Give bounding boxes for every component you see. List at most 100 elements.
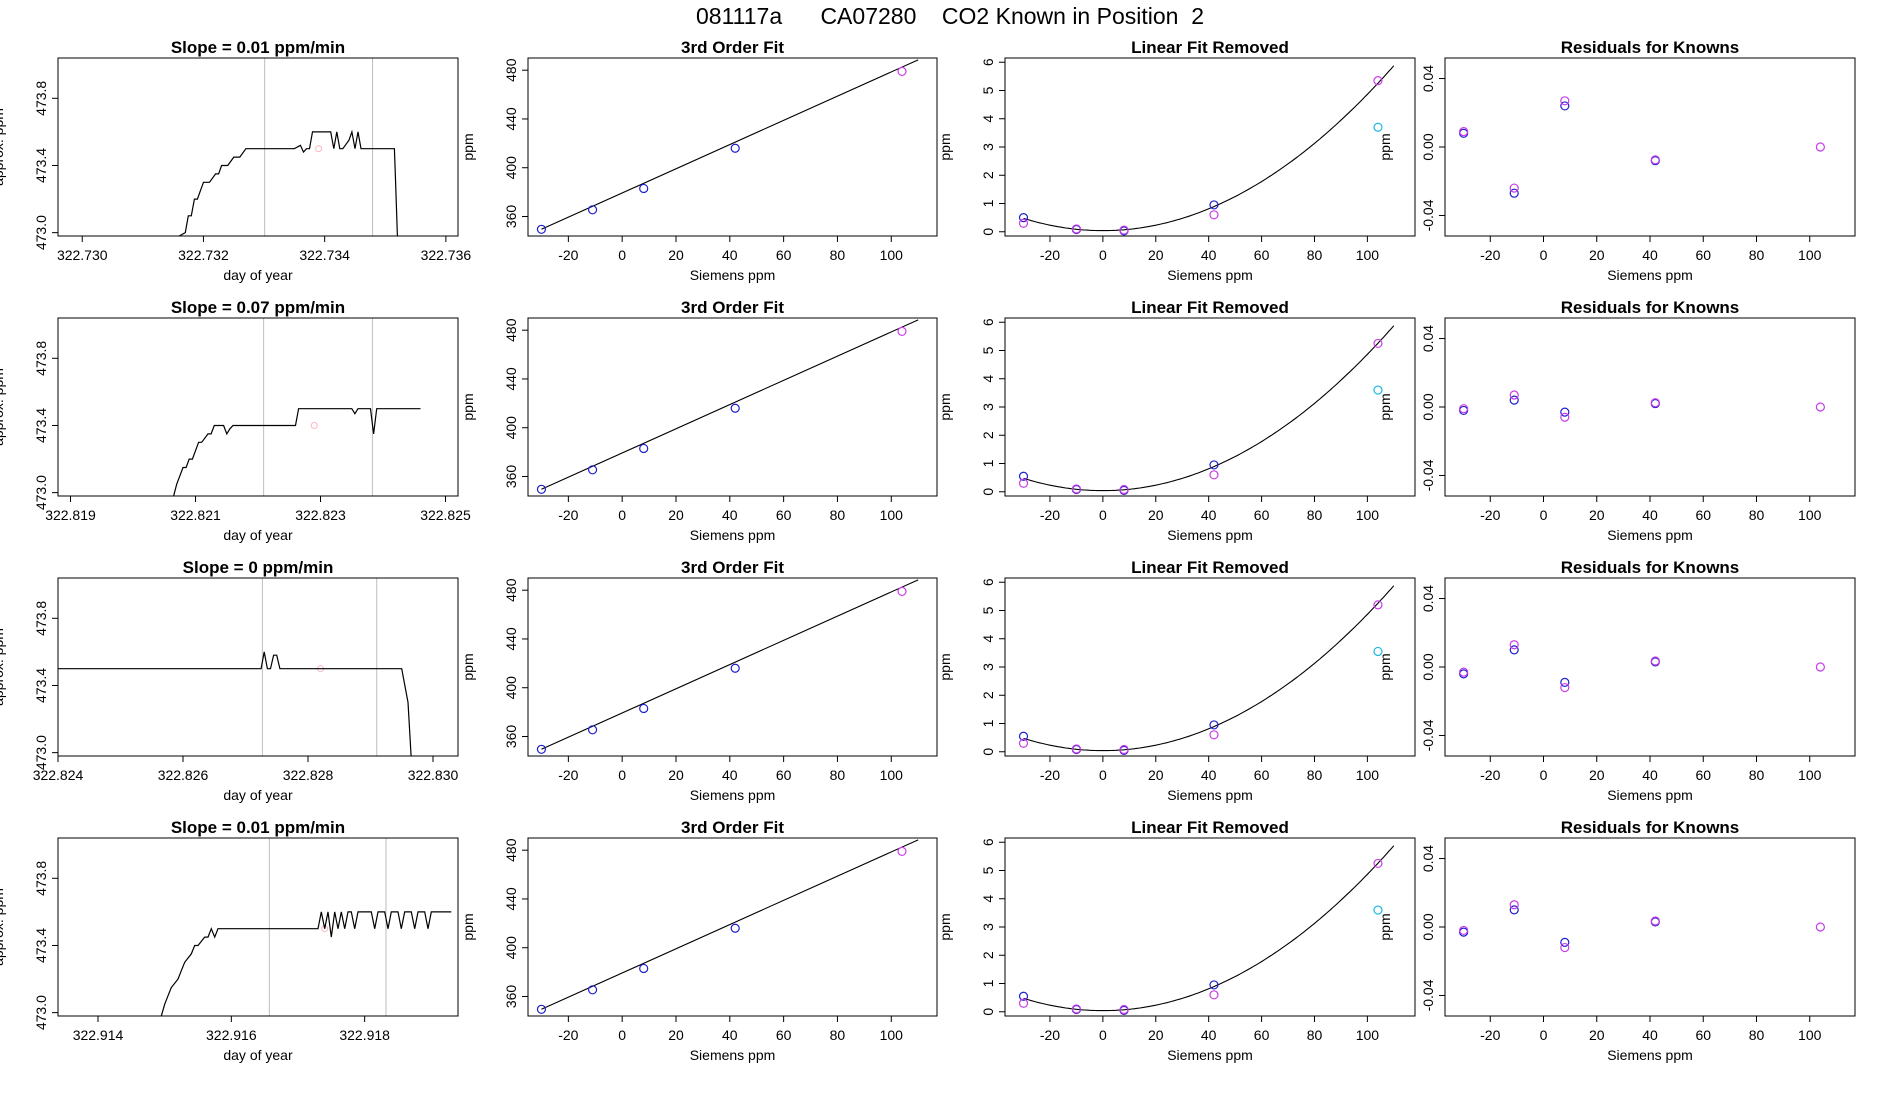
x-tick-label: 40: [1201, 247, 1217, 263]
data-point: [1459, 925, 1469, 936]
y-tick-label: 3: [980, 663, 996, 671]
data-point: [1018, 991, 1029, 1001]
plot-frame: [1004, 317, 1416, 497]
data-point: [587, 205, 598, 215]
x-tick-label: -20: [1040, 247, 1060, 263]
y-tick-label: 6: [980, 318, 996, 326]
x-tick-label: 322.732: [178, 247, 229, 263]
x-tick-label: 0: [1540, 507, 1548, 523]
y-tick-label: 0.00: [1420, 653, 1436, 680]
y-tick-label: 0.00: [1420, 913, 1436, 940]
x-tick-label: 100: [880, 1027, 904, 1043]
x-tick-label: -20: [558, 247, 578, 263]
y-tick-label: 4: [980, 635, 996, 643]
y-tick-label: 1: [980, 459, 996, 467]
x-tick-label: 60: [776, 767, 792, 783]
y-tick-label: 5: [980, 866, 996, 874]
data-point: [639, 443, 649, 454]
y-tick-label: 400: [503, 936, 519, 960]
y-axis-label: ppm: [1377, 393, 1393, 420]
x-tick-label: 20: [1589, 507, 1605, 523]
y-axis-label: ppm: [1377, 653, 1393, 680]
x-tick-label: 40: [1642, 1027, 1658, 1043]
x-tick-label: 100: [1356, 1027, 1380, 1043]
panel-title: Slope = 0.01 ppm/min: [171, 818, 345, 837]
x-tick-label: -20: [1480, 507, 1500, 523]
x-axis-label: Siemens ppm: [1167, 267, 1253, 283]
y-tick-label: 473.4: [33, 668, 49, 703]
panel-1-row-4: Slope = 0.01 ppm/min day of year approx. p…: [0, 818, 459, 1063]
x-tick-label: 20: [668, 247, 684, 263]
plot-area: [1018, 325, 1395, 495]
x-tick-label: 322.821: [170, 507, 221, 523]
data-point: [587, 725, 598, 735]
x-tick-label: 80: [1307, 507, 1323, 523]
data-point: [1560, 677, 1570, 688]
x-axis-label: Siemens ppm: [1607, 267, 1693, 283]
plot-frame: [1444, 317, 1856, 497]
y-axis-label: approx. ppm: [0, 628, 6, 706]
panel-4-row-1: Residuals for Knowns Siemens ppm ppm -20 0 20…: [1377, 38, 1856, 283]
data-point: [1071, 744, 1082, 754]
x-tick-label: 20: [1589, 247, 1605, 263]
y-axis-label: ppm: [460, 913, 476, 940]
data-point: [1509, 183, 1519, 193]
data-point: [1815, 922, 1825, 932]
y-tick-label: -0.04: [1420, 199, 1436, 231]
data-point: [1509, 640, 1519, 650]
data-point: [1373, 338, 1383, 349]
data-point: [1018, 213, 1029, 223]
data-point: [1459, 126, 1469, 137]
x-tick-label: 80: [830, 1027, 846, 1043]
fit-line: [541, 319, 919, 490]
data-point: [1560, 937, 1570, 948]
y-axis-label: ppm: [937, 653, 953, 680]
y-tick-label: 440: [503, 367, 519, 391]
fit-curve: [1023, 845, 1395, 1012]
x-tick-label: 80: [830, 507, 846, 523]
data-point: [1119, 484, 1129, 495]
data-point: [730, 923, 740, 933]
x-tick-label: 60: [1695, 507, 1711, 523]
y-tick-label: 4: [980, 375, 996, 383]
x-tick-label: 60: [1254, 247, 1270, 263]
x-tick-label: 100: [880, 247, 904, 263]
data-point: [1071, 224, 1082, 234]
y-tick-label: 360: [503, 465, 519, 489]
x-tick-label: -20: [1040, 1027, 1060, 1043]
x-tick-label: 40: [722, 767, 738, 783]
y-axis-label: ppm: [937, 393, 953, 420]
panel-title: Slope = 0 ppm/min: [183, 558, 334, 577]
x-tick-label: 322.734: [299, 247, 350, 263]
x-tick-label: 322.823: [295, 507, 346, 523]
y-tick-label: 1: [980, 199, 996, 207]
plot-area: [1018, 845, 1395, 1015]
plot-area: [1018, 65, 1395, 236]
y-tick-label: 3: [980, 923, 996, 931]
panel-title: 3rd Order Fit: [681, 38, 784, 57]
panel-title: 3rd Order Fit: [681, 818, 784, 837]
x-tick-label: -20: [558, 1027, 578, 1043]
x-axis-label: day of year: [223, 787, 293, 803]
data-point: [1560, 96, 1570, 106]
x-tick-label: -20: [558, 767, 578, 783]
data-point: [730, 663, 740, 673]
panel-title: Residuals for Knowns: [1561, 38, 1740, 57]
panel-2-row-4: 3rd Order Fit Siemens ppm ppm -20 0 20 40 60 80 1…: [460, 818, 938, 1063]
panel-1-row-1: Slope = 0.01 ppm/min day of year approx. p…: [0, 38, 471, 283]
y-tick-label: 480: [503, 578, 519, 602]
x-tick-label: 40: [722, 1027, 738, 1043]
x-tick-label: 0: [1099, 767, 1107, 783]
y-tick-label: 473.0: [33, 735, 49, 770]
plot-area: [160, 838, 452, 1016]
x-axis-label: Siemens ppm: [690, 1047, 776, 1063]
y-tick-label: 473.4: [33, 148, 49, 183]
plot-frame: [1004, 837, 1416, 1017]
panel-title: Linear Fit Removed: [1131, 298, 1289, 317]
x-tick-label: 100: [1356, 767, 1380, 783]
page-title: 081117a CA07280 CO2 Known in Position 2: [695, 3, 1205, 29]
data-point: [587, 985, 598, 995]
x-tick-label: 0: [618, 1027, 626, 1043]
data-point: [1459, 404, 1469, 414]
data-point: [639, 183, 649, 194]
